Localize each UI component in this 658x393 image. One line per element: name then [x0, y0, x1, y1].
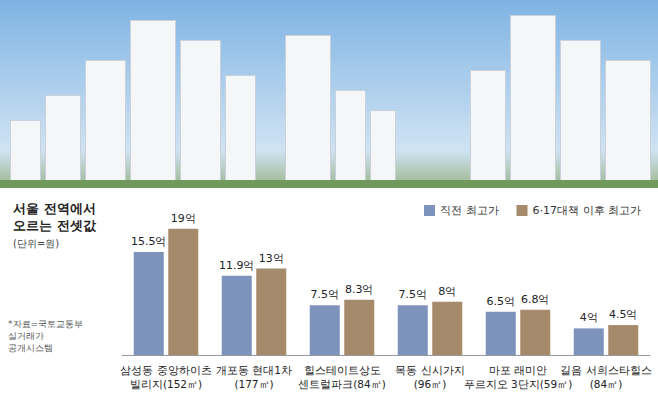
- svg-text:4억: 4억: [580, 311, 598, 324]
- svg-text:빌리지(152㎡): 빌리지(152㎡): [130, 378, 202, 390]
- svg-text:푸르지오 3단지(59㎡): 푸르지오 3단지(59㎡): [464, 378, 573, 390]
- svg-text:오르는 전셋값: 오르는 전셋값: [13, 218, 97, 233]
- svg-text:4.5억: 4.5억: [609, 308, 638, 321]
- svg-text:19억: 19억: [171, 212, 196, 225]
- svg-text:직전 최고가: 직전 최고가: [440, 204, 499, 217]
- svg-text:힐스테이트상도: 힐스테이트상도: [304, 364, 381, 376]
- svg-text:목동 신시가지: 목동 신시가지: [395, 364, 464, 376]
- svg-text:6·17대책 이후 최고가: 6·17대책 이후 최고가: [533, 204, 642, 217]
- svg-text:삼성동 중앙하이츠: 삼성동 중앙하이츠: [120, 364, 211, 376]
- svg-text:11.9억: 11.9억: [219, 259, 255, 272]
- svg-text:서울 전역에서: 서울 전역에서: [13, 201, 96, 216]
- svg-text:(96㎡): (96㎡): [414, 378, 447, 390]
- svg-text:15.5억: 15.5억: [131, 235, 167, 248]
- svg-text:8.3억: 8.3억: [345, 283, 374, 296]
- svg-text:공개시스템: 공개시스템: [8, 343, 53, 353]
- svg-text:(84㎡): (84㎡): [590, 378, 623, 390]
- svg-text:6.5억: 6.5억: [487, 295, 516, 308]
- svg-text:마포 래미안: 마포 래미안: [489, 364, 547, 376]
- svg-text:8억: 8억: [438, 285, 456, 298]
- svg-text:센트럴파크(84㎡): 센트럴파크(84㎡): [298, 378, 386, 390]
- svg-text:실거래가: 실거래가: [8, 331, 44, 341]
- svg-text:(177㎡): (177㎡): [234, 378, 273, 390]
- svg-text:*자료=국토교통부: *자료=국토교통부: [8, 319, 83, 329]
- svg-text:개포동 현대1차: 개포동 현대1차: [216, 364, 292, 376]
- svg-text:(단위=원): (단위=원): [13, 238, 59, 249]
- svg-text:7.5억: 7.5억: [399, 288, 428, 301]
- svg-text:길음 서희스타힐스: 길음 서희스타힐스: [560, 364, 651, 376]
- svg-text:7.5억: 7.5억: [311, 288, 340, 301]
- svg-text:6.8억: 6.8억: [521, 293, 550, 306]
- svg-text:13억: 13억: [259, 252, 284, 265]
